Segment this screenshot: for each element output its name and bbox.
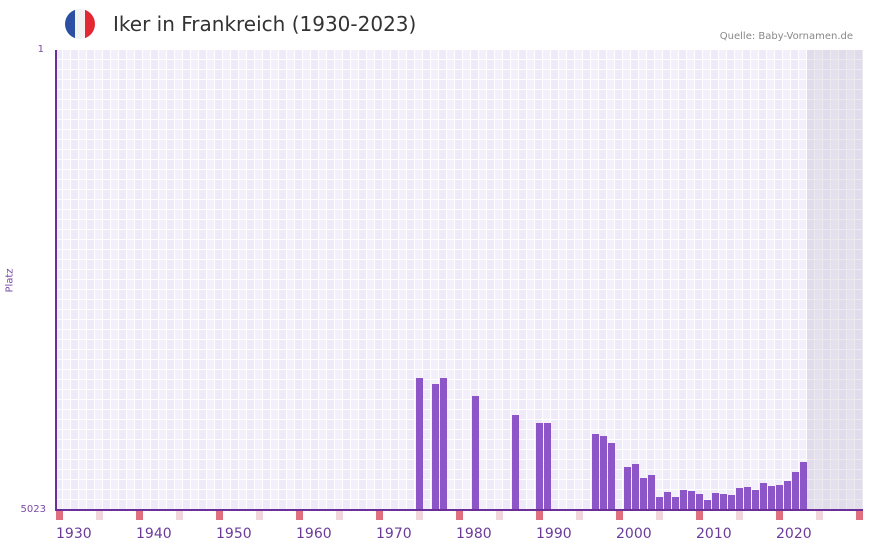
year-markers [55, 511, 863, 520]
bar-2002[interactable] [632, 464, 639, 510]
bar-2016[interactable] [744, 487, 751, 510]
chart-title: Iker in Frankreich (1930-2023) [113, 12, 417, 36]
year-marker-2010 [696, 511, 703, 520]
x-axis-line [55, 509, 863, 511]
bar-2021[interactable] [784, 480, 791, 510]
bar-1977[interactable] [432, 383, 439, 510]
france-flag-icon [65, 9, 95, 39]
year-marker-1995 [576, 511, 583, 520]
bar-2020[interactable] [776, 485, 783, 510]
bar-1987[interactable] [512, 415, 519, 510]
bar-2012[interactable] [712, 493, 719, 510]
x-tick-label: 1930 [56, 526, 92, 542]
x-tick-label: 2000 [616, 526, 652, 542]
future-shaded-region [807, 50, 863, 510]
bar-2011[interactable] [704, 500, 711, 510]
x-tick-label: 1970 [376, 526, 412, 542]
bar-1999[interactable] [608, 443, 615, 510]
bar-2022[interactable] [792, 472, 799, 510]
year-marker-1970 [376, 511, 383, 520]
bar-2007[interactable] [672, 497, 679, 510]
year-marker-1935 [96, 511, 103, 520]
bar-2018[interactable] [760, 482, 767, 510]
bar-1991[interactable] [544, 422, 551, 510]
bar-2009[interactable] [688, 491, 695, 510]
bar-1978[interactable] [440, 378, 447, 510]
plot-area [55, 50, 863, 510]
bar-2003[interactable] [640, 478, 647, 510]
bar-2023[interactable] [800, 462, 807, 510]
bar-2005[interactable] [656, 497, 663, 510]
year-marker-1940 [136, 511, 143, 520]
year-marker-2000 [616, 511, 623, 520]
year-marker-1965 [336, 511, 343, 520]
x-tick-label: 2020 [776, 526, 812, 542]
bar-2008[interactable] [680, 490, 687, 510]
year-marker-2015 [736, 511, 743, 520]
year-marker-1930 [56, 511, 63, 520]
bar-2019[interactable] [768, 486, 775, 510]
year-marker-2030 [856, 511, 863, 520]
bar-1975[interactable] [416, 378, 423, 510]
x-tick-label: 2010 [696, 526, 732, 542]
year-marker-1945 [176, 511, 183, 520]
bar-2006[interactable] [664, 492, 671, 510]
x-tick-label: 1990 [536, 526, 572, 542]
year-marker-1990 [536, 511, 543, 520]
year-marker-1985 [496, 511, 503, 520]
y-axis-line [55, 50, 57, 511]
bar-2013[interactable] [720, 493, 727, 510]
bar-2001[interactable] [624, 466, 631, 510]
bar-2010[interactable] [696, 493, 703, 510]
bar-1982[interactable] [472, 395, 479, 510]
x-tick-label: 1960 [296, 526, 332, 542]
bar-2004[interactable] [648, 475, 655, 510]
bar-1990[interactable] [536, 422, 543, 510]
year-marker-2020 [776, 511, 783, 520]
year-marker-1975 [416, 511, 423, 520]
year-marker-1960 [296, 511, 303, 520]
year-marker-2025 [816, 511, 823, 520]
year-marker-1980 [456, 511, 463, 520]
bar-1998[interactable] [600, 436, 607, 510]
x-tick-label: 1950 [216, 526, 252, 542]
year-marker-1955 [256, 511, 263, 520]
y-axis-bottom-label: 5023 [20, 504, 46, 515]
y-axis-top-label: 1 [37, 44, 44, 55]
grid [55, 50, 863, 510]
year-marker-2005 [656, 511, 663, 520]
x-tick-label: 1940 [136, 526, 172, 542]
y-axis-title: Platz [4, 268, 16, 293]
source-label: Quelle: Baby-Vornamen.de [719, 31, 853, 42]
bar-2015[interactable] [736, 488, 743, 510]
bar-2014[interactable] [728, 494, 735, 510]
year-marker-1950 [216, 511, 223, 520]
bar-2017[interactable] [752, 490, 759, 510]
bar-1997[interactable] [592, 433, 599, 510]
x-tick-label: 1980 [456, 526, 492, 542]
